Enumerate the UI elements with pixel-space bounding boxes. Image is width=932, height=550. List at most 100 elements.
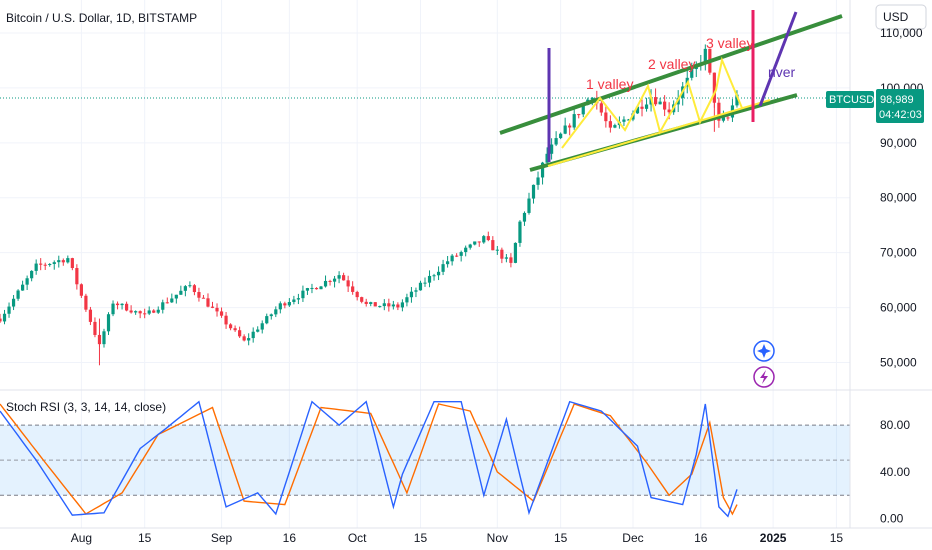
drawings[interactable]: 1 valley 2 valley 3 valley river (499, 10, 843, 172)
candle-body (43, 264, 47, 266)
candle-body (450, 255, 454, 262)
candle-body (473, 241, 477, 245)
candle-body (256, 329, 260, 332)
price-axis[interactable]: 110,000100,00090,00080,00070,00060,00050… (880, 26, 924, 370)
yellow-zigzag-1[interactable] (561, 56, 743, 149)
stoch-rsi-lines (0, 400, 738, 518)
candle-body (269, 314, 273, 317)
chart-title: Bitcoin / U.S. Dollar, 1D, BITSTAMP (6, 11, 197, 25)
time-tick-label: Aug (71, 531, 92, 545)
channel-upper-line[interactable] (499, 14, 843, 135)
candle-body (559, 133, 563, 139)
price-tick-label: 70,000 (880, 246, 917, 260)
candle-body (224, 315, 228, 325)
candle-body (21, 284, 25, 291)
currency-box[interactable] (875, 4, 927, 30)
candle-body (34, 263, 38, 271)
time-axis[interactable]: Aug 15 Sep 16 Oct 15 Nov 15 Dec 16 2025 15 (71, 531, 844, 545)
price-tick-label: 50,000 (880, 356, 917, 370)
candle-body (577, 114, 581, 116)
candle-body (206, 298, 210, 307)
candle-body (156, 309, 160, 313)
stoch-tick-label: 0.00 (880, 512, 904, 526)
candle-body (319, 286, 323, 290)
time-tick-label: Nov (487, 531, 508, 545)
candle-body (414, 290, 418, 292)
candle-body (79, 284, 83, 296)
purple-river-line[interactable] (758, 11, 798, 107)
candle-body (93, 321, 97, 335)
candle-body (129, 310, 133, 313)
lightning-icon[interactable] (753, 366, 775, 388)
candle-body (509, 257, 513, 263)
candle-body (409, 291, 414, 298)
candle-body (500, 249, 504, 259)
price-tick-label: 80,000 (880, 191, 917, 205)
candle-body (513, 242, 518, 263)
candle-body (7, 306, 11, 314)
candle-body (545, 153, 549, 163)
candle-body (613, 125, 617, 128)
candle-body (495, 249, 499, 251)
candle-body (219, 311, 224, 316)
candle-body (717, 102, 721, 121)
price-tag-countdown: 04:42:03 (879, 109, 922, 121)
candle-body (391, 304, 395, 307)
candle-body (590, 97, 594, 100)
candle-body (554, 138, 558, 145)
candle-body (292, 299, 296, 303)
candle-body (455, 255, 459, 257)
candle-body (283, 303, 287, 306)
candle-body (106, 314, 111, 332)
candle-body (432, 275, 436, 277)
candle-body (418, 282, 423, 291)
candle-body (337, 275, 341, 279)
candle-body (201, 297, 206, 299)
candle-body (210, 306, 215, 308)
stoch-axis[interactable]: 80.00 40.00 0.00 (880, 418, 910, 526)
time-tick-label: 15 (138, 531, 152, 545)
candle-body (102, 331, 106, 345)
symbol-tag[interactable] (826, 91, 874, 108)
candle-body (296, 298, 301, 300)
candle-body (0, 318, 2, 322)
candle-body (2, 313, 7, 322)
candle-body (278, 303, 282, 310)
candle-body (540, 162, 545, 178)
candle-body (11, 298, 16, 307)
candle-body (346, 280, 350, 287)
candle-body (323, 280, 328, 287)
candle-body (228, 324, 233, 329)
candle-body (188, 285, 192, 287)
candle-body (52, 262, 56, 265)
currency-label: USD (883, 10, 909, 24)
candle-body (735, 94, 739, 106)
candle-body (644, 104, 649, 109)
time-tick-label: Sep (211, 531, 233, 545)
candle-body (192, 285, 197, 293)
candle-body (721, 117, 726, 121)
candle-body (608, 121, 612, 128)
candle-body (572, 114, 576, 128)
grid-lines (0, 0, 850, 528)
candle-body (342, 275, 346, 281)
yellow-support-line[interactable] (547, 99, 771, 167)
candle-body (622, 119, 626, 122)
candle-body (459, 252, 463, 256)
candle-body (387, 303, 391, 307)
candle-body (491, 240, 495, 251)
candle-body (120, 303, 124, 306)
time-tick-label: 16 (283, 531, 297, 545)
ideas-icon[interactable] (753, 340, 775, 362)
price-tag[interactable] (876, 89, 924, 123)
candle-body (423, 282, 427, 284)
candle-body (57, 260, 61, 263)
candle-body (115, 303, 120, 306)
candle-body (328, 280, 332, 282)
stoch-rsi-title: Stoch RSI (3, 3, 14, 14, close) (6, 400, 166, 414)
candle-body (170, 298, 174, 303)
stoch-k-line (0, 400, 738, 518)
candle-body (75, 268, 79, 285)
time-tick-label: Dec (622, 531, 643, 545)
